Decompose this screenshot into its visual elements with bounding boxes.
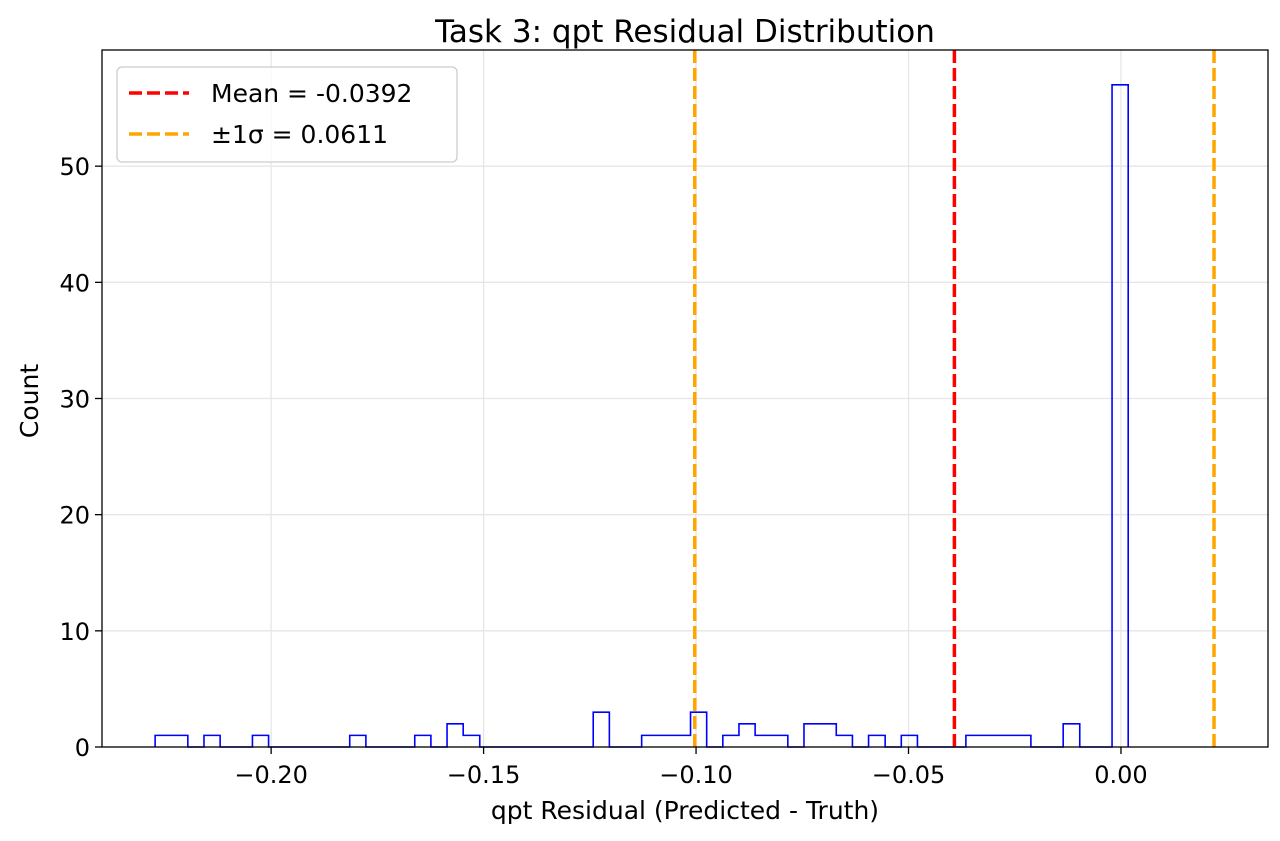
y-tick-label: 0 bbox=[75, 734, 90, 762]
y-tick-label: 20 bbox=[59, 502, 90, 530]
y-tick-label: 50 bbox=[59, 153, 90, 181]
y-tick-label: 30 bbox=[59, 386, 90, 414]
legend-sigma-label: ±1σ = 0.0611 bbox=[211, 120, 388, 149]
y-tick-label: 10 bbox=[59, 618, 90, 646]
x-tick-label: −0.05 bbox=[872, 761, 946, 789]
reference-lines bbox=[693, 50, 1216, 747]
legend: Mean = -0.0392 ±1σ = 0.0611 bbox=[116, 66, 458, 163]
y-axis-label: Count bbox=[15, 364, 44, 438]
x-tick-label: 0.00 bbox=[1094, 761, 1147, 789]
x-tick-label: −0.15 bbox=[447, 761, 521, 789]
y-tick-label: 40 bbox=[59, 269, 90, 297]
x-tick-label: −0.20 bbox=[234, 761, 308, 789]
legend-mean-label: Mean = -0.0392 bbox=[211, 79, 412, 108]
axis-ticks: −0.20 −0.15 −0.10 −0.05 0.00 0 10 20 30 40 50 bbox=[59, 153, 1147, 789]
x-axis-label: qpt Residual (Predicted - Truth) bbox=[491, 796, 879, 825]
x-tick-label: −0.10 bbox=[659, 761, 733, 789]
legend-box bbox=[116, 66, 458, 163]
chart-title: Task 3: qpt Residual Distribution bbox=[434, 14, 935, 50]
